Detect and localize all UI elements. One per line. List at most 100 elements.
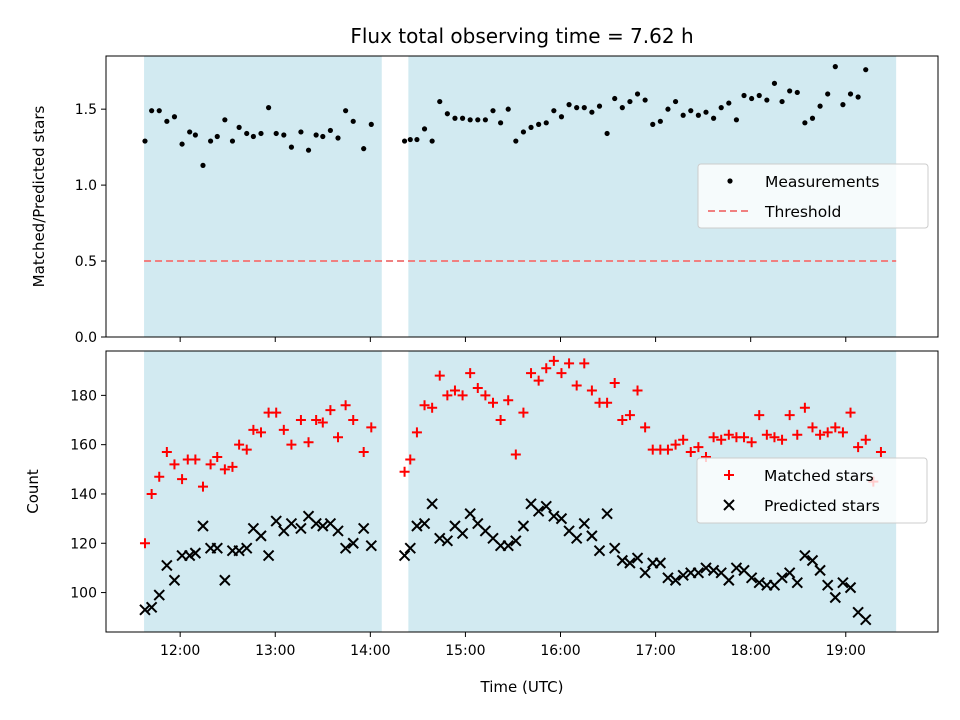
data-point [616,554,629,567]
data-point [310,517,322,530]
data-point [229,138,236,144]
data-point [149,108,155,114]
data-point [418,517,431,530]
x-tick-label: 19:00 [826,643,866,659]
data-point [197,520,209,532]
data-point [837,576,849,589]
data-point [716,434,727,445]
data-point [368,121,374,127]
data-point [570,532,583,545]
legend-marker [724,470,734,480]
data-point [219,574,231,586]
data-point [200,162,206,168]
data-point [779,98,785,105]
data-point [171,114,178,120]
data-point [822,427,833,438]
data-point [487,397,498,408]
data-point [298,129,304,135]
data-point [528,124,534,130]
data-point [844,581,857,594]
data-point [678,434,689,445]
data-point [746,437,757,448]
data-point [814,564,826,577]
data-point [442,390,453,401]
data-point [303,437,314,448]
data-point [278,424,289,435]
data-point [845,407,856,418]
data-point [558,114,565,120]
data-point [609,378,620,389]
data-point [339,542,352,554]
legend-box [696,457,928,524]
data-point [449,385,460,396]
data-point [177,474,188,485]
series-measurements [142,64,869,168]
data-point [343,108,349,114]
data-point [426,498,438,510]
data-point [830,422,841,433]
data-point [270,515,282,527]
data-point [510,535,522,547]
data-point [632,385,643,396]
data-point [853,442,864,453]
x-tick-label: 12:00 [160,643,200,659]
data-point [776,572,788,584]
data-point [465,368,476,379]
data-point [821,579,834,591]
x-tick-label: 16:00 [540,643,580,659]
legend-marker [723,499,735,511]
data-point [601,507,613,520]
data-point [169,459,180,470]
data-point [472,382,483,393]
x-tick-label: 18:00 [731,643,771,659]
data-point [739,432,750,443]
data-point [139,604,151,616]
data-point [295,415,306,426]
data-point [192,132,198,138]
data-point [271,407,282,418]
data-point [211,542,223,554]
data-point [305,147,312,153]
data-point [365,540,377,552]
data-point [708,432,719,443]
data-point [654,557,667,569]
data-point [236,124,242,130]
data-point [832,64,838,70]
data-point [142,138,148,144]
data-point [154,471,165,482]
data-point [327,127,334,134]
data-point [571,380,582,391]
data-point [502,540,514,552]
data-point [317,417,328,428]
data-point [490,108,496,114]
data-point [219,464,230,475]
data-point [769,432,780,443]
data-point [574,105,580,111]
x-tick-label: 17:00 [635,643,675,659]
data-point [457,390,468,401]
data-point [348,415,359,426]
data-point [145,601,158,614]
series-predicted-stars [139,498,872,626]
data-point [693,442,704,453]
data-point [505,106,511,112]
data-point [540,500,552,512]
data-point [692,567,705,579]
data-point [855,94,861,100]
data-point [586,385,597,396]
data-point [187,129,193,135]
data-point [248,424,259,435]
legend-box [697,163,929,229]
data-point [273,130,279,137]
data-point [688,108,694,114]
data-point [578,517,590,530]
data-point [794,89,800,96]
data-point [233,544,245,557]
data-point [840,102,846,108]
data-point [703,109,709,115]
data-point [285,517,298,530]
data-point [806,554,819,567]
axes-frame [105,350,939,633]
data-point [825,91,831,97]
